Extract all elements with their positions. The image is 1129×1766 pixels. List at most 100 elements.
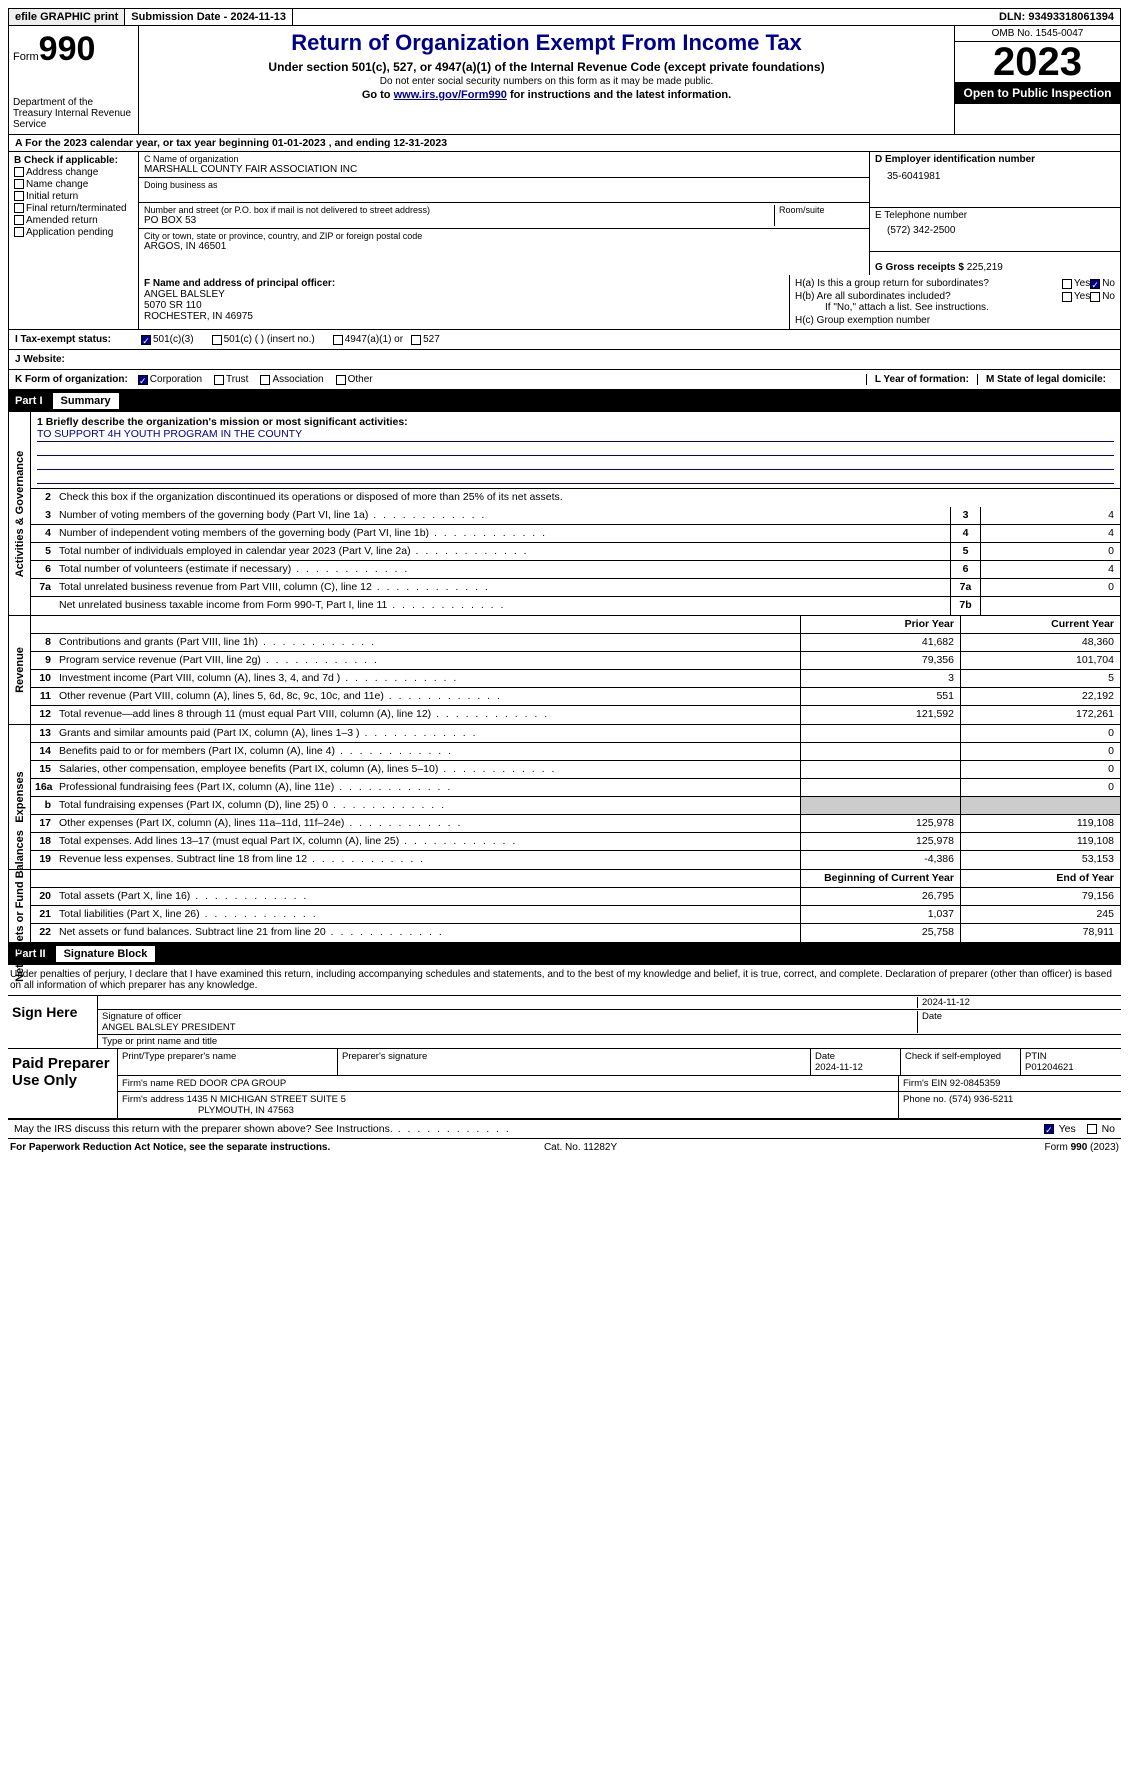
efile-print-button[interactable]: efile GRAPHIC print <box>9 9 125 25</box>
firm-ein: 92-0845359 <box>950 1078 1001 1089</box>
discuss-yes-checkbox[interactable]: ✓ <box>1044 1124 1054 1134</box>
form-subtitle: Under section 501(c), 527, or 4947(a)(1)… <box>145 60 948 74</box>
self-employed-label: Check if self-employed <box>901 1049 1021 1075</box>
501c3-checkbox[interactable]: ✓ <box>141 335 151 345</box>
city-label: City or town, state or province, country… <box>144 231 864 241</box>
section-k: K Form of organization: ✓ Corporation Tr… <box>8 370 1121 390</box>
firm-addr2: PLYMOUTH, IN 47563 <box>122 1105 294 1116</box>
paid-preparer-block: Paid Preparer Use Only Print/Type prepar… <box>8 1049 1121 1120</box>
summary-row: 8Contributions and grants (Part VIII, li… <box>31 634 1120 652</box>
section-l: L Year of formation: <box>866 374 977 385</box>
current-year-header: Current Year <box>960 616 1120 633</box>
summary-row: 7aTotal unrelated business revenue from … <box>31 579 1120 597</box>
summary-row: 17Other expenses (Part IX, column (A), l… <box>31 815 1120 833</box>
corp-checkbox[interactable]: ✓ <box>138 375 148 385</box>
other-checkbox[interactable] <box>336 375 346 385</box>
year-block: OMB No. 1545-0047 2023 Open to Public In… <box>955 26 1120 134</box>
summary-row: 15Salaries, other compensation, employee… <box>31 761 1120 779</box>
ein-label: D Employer identification number <box>875 154 1115 165</box>
summary-row: 19Revenue less expenses. Subtract line 1… <box>31 851 1120 869</box>
date-label: Date <box>917 1011 1117 1033</box>
summary-row: 6Total number of volunteers (estimate if… <box>31 561 1120 579</box>
prior-year-header: Prior Year <box>800 616 960 633</box>
ha-yes-checkbox[interactable] <box>1062 279 1072 289</box>
hb-yes-checkbox[interactable] <box>1062 292 1072 302</box>
form-word: Form <box>13 51 39 63</box>
summary-row: 3Number of voting members of the governi… <box>31 507 1120 525</box>
4947-checkbox[interactable] <box>333 335 343 345</box>
dln: DLN: 93493318061394 <box>993 9 1120 25</box>
line-2: Check this box if the organization disco… <box>55 489 1120 507</box>
form-header: Form990 Department of the Treasury Inter… <box>8 26 1121 135</box>
section-f: F Name and address of principal officer:… <box>139 275 790 329</box>
initial-return-checkbox[interactable] <box>14 191 24 201</box>
summary-row: 13Grants and similar amounts paid (Part … <box>31 725 1120 743</box>
summary-row: 4Number of independent voting members of… <box>31 525 1120 543</box>
summary-row: bTotal fundraising expenses (Part IX, co… <box>31 797 1120 815</box>
section-b-label: B Check if applicable: <box>14 155 133 166</box>
summary-row: 12Total revenue—add lines 8 through 11 (… <box>31 706 1120 724</box>
sign-date: 2024-11-12 <box>917 997 1117 1008</box>
entity-grid: B Check if applicable: Address change Na… <box>8 152 1121 275</box>
summary-row: 9Program service revenue (Part VIII, lin… <box>31 652 1120 670</box>
irs-link[interactable]: www.irs.gov/Form990 <box>394 89 507 101</box>
officer-sig-name: ANGEL BALSLEY PRESIDENT <box>102 1022 236 1033</box>
cat-number: Cat. No. 11282Y <box>544 1142 617 1153</box>
officer-name: ANGEL BALSLEY <box>144 289 784 300</box>
section-c: C Name of organization MARSHALL COUNTY F… <box>139 152 870 275</box>
period-row: A For the 2023 calendar year, or tax yea… <box>8 135 1121 152</box>
paid-preparer-label: Paid Preparer Use Only <box>8 1049 118 1118</box>
part-ii-header: Part II Signature Block <box>8 943 1121 965</box>
officer-h-row: F Name and address of principal officer:… <box>8 275 1121 330</box>
hb-no-checkbox[interactable] <box>1090 292 1100 302</box>
527-checkbox[interactable] <box>411 335 421 345</box>
submission-date: Submission Date - 2024-11-13 <box>125 9 293 25</box>
section-j: J Website: <box>8 350 1121 370</box>
application-pending-checkbox[interactable] <box>14 227 24 237</box>
assoc-checkbox[interactable] <box>260 375 270 385</box>
501c-checkbox[interactable] <box>212 335 222 345</box>
paperwork-notice: For Paperwork Reduction Act Notice, see … <box>10 1142 330 1153</box>
summary-row: 22Net assets or fund balances. Subtract … <box>31 924 1120 942</box>
name-change-checkbox[interactable] <box>14 179 24 189</box>
prep-sig-label: Preparer's signature <box>338 1049 811 1075</box>
page-footer: For Paperwork Reduction Act Notice, see … <box>8 1139 1121 1156</box>
address-change-checkbox[interactable] <box>14 167 24 177</box>
amended-return-checkbox[interactable] <box>14 215 24 225</box>
governance-block: Activities & Governance 1 Briefly descri… <box>8 412 1121 616</box>
form-title: Return of Organization Exempt From Incom… <box>145 30 948 56</box>
revenue-block: Revenue Prior Year Current Year 8Contrib… <box>8 616 1121 725</box>
begin-year-header: Beginning of Current Year <box>800 870 960 887</box>
revenue-tab: Revenue <box>9 616 31 724</box>
officer-addr2: ROCHESTER, IN 46975 <box>144 311 784 322</box>
summary-row: Net unrelated business taxable income fr… <box>31 597 1120 615</box>
penalty-statement: Under penalties of perjury, I declare th… <box>8 965 1121 996</box>
section-i: I Tax-exempt status: ✓ 501(c)(3) 501(c) … <box>8 330 1121 350</box>
net-assets-block: Net Assets or Fund Balances Beginning of… <box>8 870 1121 943</box>
sign-here-label: Sign Here <box>8 996 98 1048</box>
department-label: Department of the Treasury Internal Reve… <box>13 97 134 130</box>
prep-phone: (574) 936-5211 <box>949 1094 1013 1105</box>
type-name-label: Type or print name and title <box>98 1035 1121 1048</box>
form-number-block: Form990 Department of the Treasury Inter… <box>9 26 139 134</box>
expenses-block: Expenses 13Grants and similar amounts pa… <box>8 725 1121 870</box>
part-i-header: Part I Summary <box>8 390 1121 412</box>
governance-tab: Activities & Governance <box>9 412 31 615</box>
street-label: Number and street (or P.O. box if mail i… <box>144 205 774 215</box>
section-m: M State of legal domicile: <box>977 374 1114 385</box>
final-return-checkbox[interactable] <box>14 203 24 213</box>
form-footer: Form 990 (2023) <box>1044 1142 1118 1153</box>
summary-row: 20Total assets (Part X, line 16)26,79579… <box>31 888 1120 906</box>
trust-checkbox[interactable] <box>214 375 224 385</box>
inspection-badge: Open to Public Inspection <box>955 82 1120 104</box>
goto-line: Go to www.irs.gov/Form990 for instructio… <box>145 89 948 101</box>
mission-text: TO SUPPORT 4H YOUTH PROGRAM IN THE COUNT… <box>37 428 1114 442</box>
firm-addr1: 1435 N MICHIGAN STREET SUITE 5 <box>187 1094 346 1105</box>
summary-row: 16aProfessional fundraising fees (Part I… <box>31 779 1120 797</box>
hc-label: H(c) Group exemption number <box>795 315 1115 326</box>
ptin-value: P01204621 <box>1025 1062 1074 1073</box>
discuss-no-checkbox[interactable] <box>1087 1124 1097 1134</box>
ha-no-checkbox[interactable]: ✓ <box>1090 279 1100 289</box>
ein-value: 35-6041981 <box>875 165 1115 188</box>
org-name: MARSHALL COUNTY FAIR ASSOCIATION INC <box>144 164 864 175</box>
